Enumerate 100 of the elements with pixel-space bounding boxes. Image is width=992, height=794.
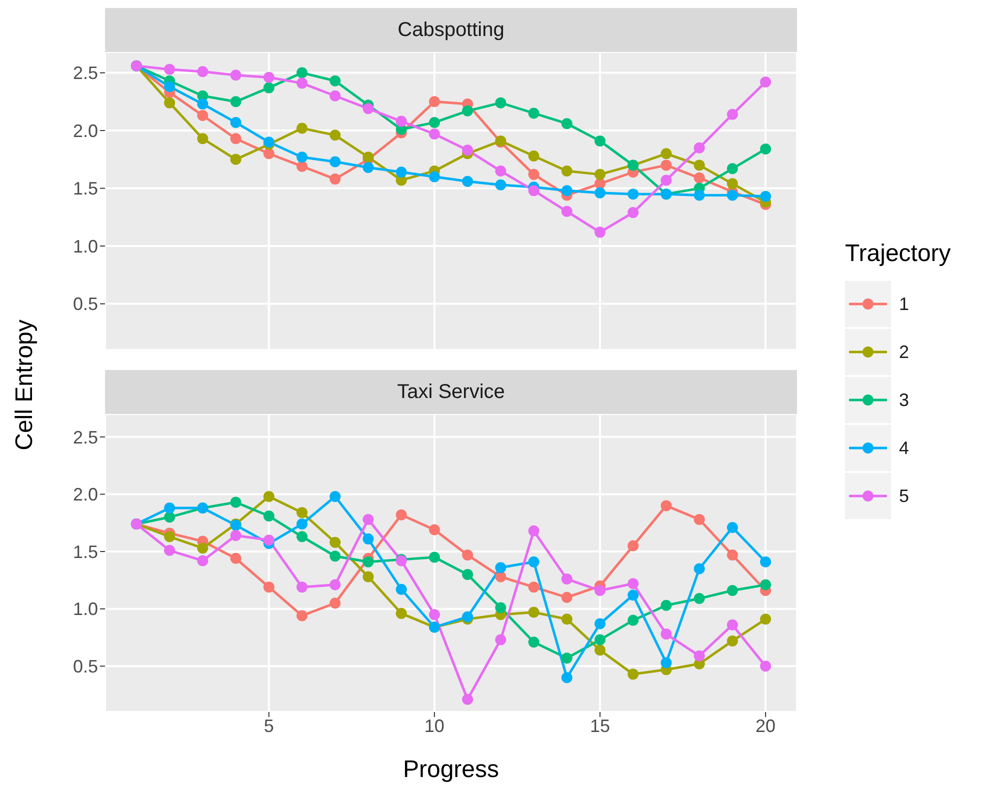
point: [462, 144, 474, 156]
point: [396, 166, 407, 178]
point: [628, 540, 639, 552]
point: [528, 185, 540, 196]
chart-title: Cabspotting: [105, 8, 797, 52]
point: [495, 97, 506, 108]
point: [428, 116, 440, 128]
point: [495, 179, 506, 190]
point: [330, 579, 341, 590]
point: [628, 590, 639, 601]
point: [726, 190, 738, 201]
point: [164, 531, 176, 542]
point: [594, 585, 606, 596]
point: [197, 66, 208, 78]
point: [362, 556, 374, 568]
point: [230, 96, 242, 108]
x-axis-title: Progress: [402, 756, 500, 784]
point: [263, 582, 274, 593]
legend-label: 1: [899, 294, 910, 314]
point: [462, 568, 474, 580]
point: [495, 602, 506, 614]
y-axis-title: Cell Entropy: [11, 320, 39, 450]
point: [197, 133, 208, 144]
point: [528, 556, 540, 568]
legend-title: Trajectory: [845, 240, 951, 268]
y-tick-label: 2.0: [72, 484, 98, 505]
x-tick-label: 20: [756, 716, 776, 736]
point: [263, 534, 274, 546]
point: [164, 64, 176, 75]
point: [296, 152, 308, 163]
point: [462, 176, 474, 187]
x-tick-label: 10: [424, 716, 444, 736]
point: [594, 135, 606, 146]
point: [694, 593, 705, 604]
point: [694, 563, 705, 574]
point: [594, 644, 606, 656]
point: [694, 142, 705, 154]
point: [263, 491, 274, 502]
point: [594, 618, 606, 630]
point: [528, 582, 540, 593]
point: [628, 668, 639, 680]
point: [660, 160, 672, 171]
point: [561, 185, 572, 196]
point: [561, 165, 572, 176]
point: [694, 172, 705, 184]
point: [164, 512, 176, 523]
point: [594, 634, 606, 646]
point: [362, 103, 374, 114]
point: [760, 556, 772, 568]
point: [296, 507, 308, 518]
point: [528, 606, 540, 618]
point: [760, 614, 772, 625]
point: [296, 531, 308, 542]
chart-title: Taxi Service: [105, 370, 797, 414]
point: [760, 144, 772, 155]
x-tick-label: 15: [590, 716, 610, 736]
point: [396, 608, 407, 619]
point: [330, 536, 341, 548]
point: [561, 672, 572, 684]
point: [462, 105, 474, 116]
point: [362, 514, 374, 525]
point: [760, 190, 772, 202]
point: [230, 530, 242, 541]
point: [197, 110, 208, 122]
point: [628, 614, 639, 626]
point: [428, 128, 440, 140]
point: [263, 148, 274, 160]
point: [296, 78, 308, 89]
point: [296, 610, 308, 622]
point: [528, 108, 540, 119]
point: [428, 552, 440, 563]
point: [726, 635, 738, 646]
point: [396, 509, 407, 520]
legend-label: 3: [899, 390, 910, 410]
point: [528, 636, 540, 648]
legend-label: 5: [899, 486, 910, 506]
point: [726, 619, 738, 630]
point: [760, 76, 772, 88]
point: [462, 694, 474, 705]
y-tick-label: 2.5: [72, 427, 98, 448]
point: [296, 67, 308, 78]
y-tick-label: 0.5: [72, 294, 98, 314]
y-tick-label: 1.0: [72, 236, 98, 256]
x-tick-label: 5: [264, 716, 274, 736]
point: [495, 562, 506, 574]
point: [694, 190, 705, 201]
point: [230, 154, 242, 165]
point: [660, 174, 672, 186]
point: [462, 549, 474, 560]
point: [330, 75, 341, 86]
y-tick-label: 2.5: [72, 63, 98, 84]
point: [726, 178, 738, 190]
legend-label: 4: [899, 438, 910, 458]
legend-label: 2: [899, 342, 910, 362]
point: [362, 533, 374, 544]
point: [330, 491, 341, 502]
point: [561, 118, 572, 130]
point: [660, 500, 672, 512]
point: [362, 571, 374, 582]
point: [561, 614, 572, 625]
